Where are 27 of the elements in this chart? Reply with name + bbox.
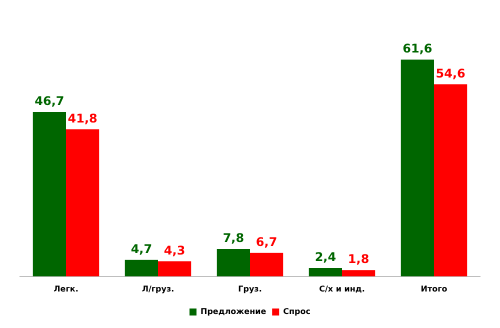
bar [250, 252, 284, 276]
x-tick-label: Легк. [54, 284, 78, 294]
data-label: 7,8 [222, 231, 244, 246]
bar [158, 261, 192, 276]
bar [342, 270, 376, 276]
bar [66, 129, 100, 276]
data-label: 6,7 [256, 234, 278, 249]
legend-label: Предложение [200, 307, 267, 316]
data-label: 4,7 [130, 242, 152, 256]
x-tick-label: Л/груз. [142, 284, 174, 294]
bar [400, 60, 434, 276]
data-label: 1,8 [348, 252, 370, 266]
bar [32, 112, 66, 276]
data-label: 61,6 [402, 42, 432, 56]
data-label: 46,7 [34, 94, 64, 108]
bar [434, 84, 468, 276]
data-label: 2,4 [314, 250, 336, 264]
data-label: 41,8 [68, 111, 98, 126]
x-tick-label: С/х и инд. [319, 284, 365, 294]
data-label: 54,6 [436, 66, 466, 80]
bar [124, 260, 158, 276]
x-tick-label: Итого [420, 284, 448, 294]
bar [308, 268, 342, 276]
legend-label: Спрос [283, 307, 311, 316]
data-label: 4,3 [164, 243, 186, 258]
bar [216, 248, 250, 276]
x-tick-label: Груз. [238, 284, 262, 294]
